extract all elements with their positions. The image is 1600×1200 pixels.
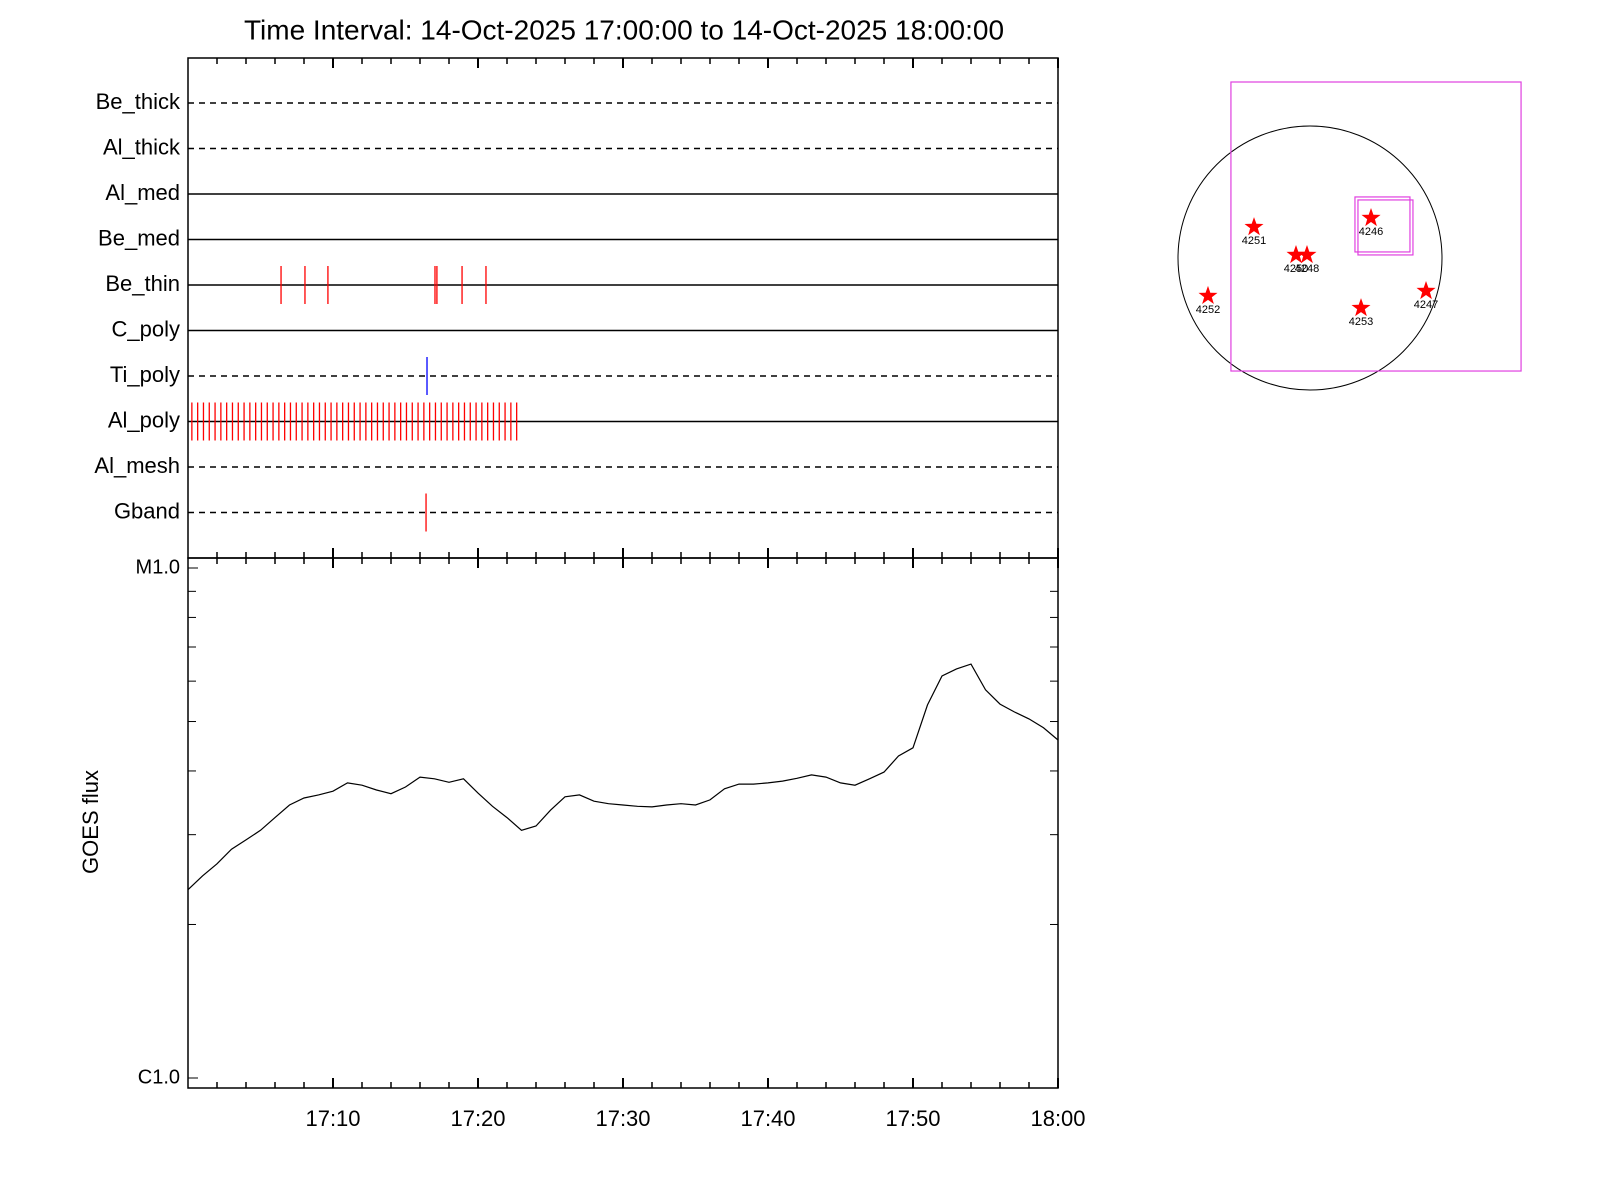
region-marker (1361, 208, 1381, 227)
region-marker (1416, 281, 1436, 300)
channel-label: Al_poly (108, 407, 180, 432)
channel-label: Be_thin (105, 271, 180, 296)
channel-label: Al_med (105, 180, 180, 205)
region-marker (1297, 245, 1317, 264)
x-tick-label: 18:00 (1030, 1106, 1085, 1131)
x-tick-label: 17:10 (305, 1106, 360, 1131)
region-label: 4253 (1349, 316, 1373, 328)
x-tick-label: 17:20 (450, 1106, 505, 1131)
channel-label: C_poly (112, 316, 180, 341)
chart-title: Time Interval: 14-Oct-2025 17:00:00 to 1… (244, 14, 1004, 45)
y-axis-label: GOES flux (78, 770, 103, 874)
region-marker (1244, 217, 1264, 236)
x-tick-label: 17:40 (740, 1106, 795, 1131)
x-tick-label: 17:50 (885, 1106, 940, 1131)
region-label: 4247 (1414, 299, 1438, 311)
channel-label: Be_thick (96, 89, 181, 114)
y-tick-label: C1.0 (138, 1066, 180, 1088)
channel-label: Ti_poly (110, 362, 180, 387)
solar-limb (1177, 125, 1443, 391)
channel-label: Al_mesh (94, 453, 180, 478)
fov-box (1357, 199, 1414, 256)
channel-label: Al_thick (103, 134, 181, 159)
channel-label: Gband (114, 498, 180, 523)
region-label: 4252 (1196, 304, 1220, 316)
flux-line (187, 663, 1059, 891)
x-tick-label: 17:30 (595, 1106, 650, 1131)
region-label: 4251 (1242, 235, 1266, 247)
region-label: 4246 (1359, 226, 1383, 238)
fov-box (1354, 196, 1411, 253)
fov-box (1230, 81, 1522, 372)
channel-label: Be_med (98, 225, 180, 250)
region-marker (1286, 245, 1306, 264)
region-marker (1351, 298, 1371, 317)
y-tick-label: M1.0 (136, 556, 180, 578)
region-label: 4248 (1295, 263, 1319, 275)
region-marker (1198, 285, 1218, 304)
region-label: 4250 (1284, 263, 1308, 275)
